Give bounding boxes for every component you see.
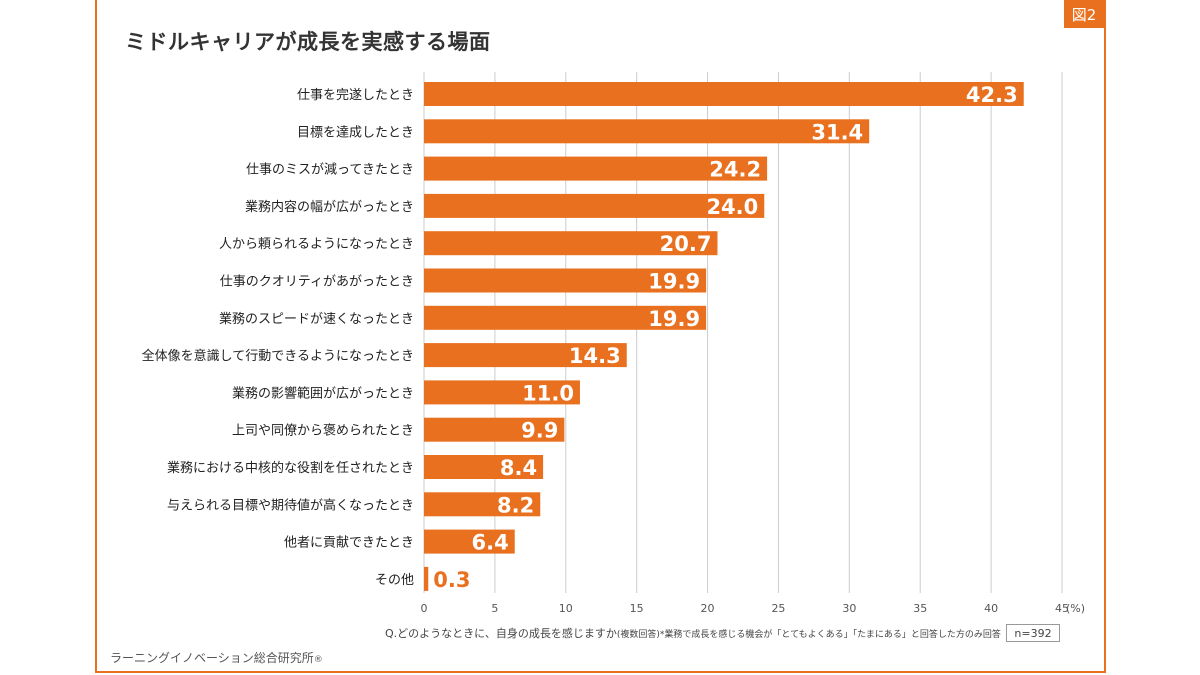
x-tick-label: 0 bbox=[421, 602, 428, 615]
value-label: 9.9 bbox=[521, 419, 558, 443]
category-label: 与えられる目標や期待値が高くなったとき bbox=[167, 497, 414, 513]
note-condition: *業務で成長を感じる機会が「とてもよくある」「たまにある」と回答した方のみ回答 bbox=[659, 630, 1001, 640]
x-unit-label: (%) bbox=[1066, 602, 1085, 615]
x-tick-label: 20 bbox=[701, 602, 715, 615]
bar bbox=[424, 119, 870, 144]
category-label: 業務のスピードが速くなったとき bbox=[219, 311, 414, 327]
bar bbox=[424, 492, 541, 517]
category-label: 仕事を完遂したとき bbox=[297, 88, 414, 103]
bar bbox=[424, 380, 580, 405]
note-paren: (複数回答) bbox=[616, 630, 660, 640]
bar bbox=[424, 417, 565, 442]
bar bbox=[424, 455, 544, 479]
category-label: その他 bbox=[375, 573, 414, 588]
category-label: 業務における中核的な役割を任されたとき bbox=[167, 460, 414, 476]
value-label: 8.4 bbox=[500, 456, 537, 480]
category-label: 他者に貢献できたとき bbox=[284, 536, 414, 551]
value-label: 24.2 bbox=[709, 158, 761, 182]
source-name: ラーニングイノベーション総合研究所 bbox=[110, 651, 314, 665]
bar bbox=[424, 305, 707, 330]
bar bbox=[424, 529, 515, 554]
bar bbox=[424, 268, 707, 293]
value-label: 42.3 bbox=[966, 83, 1018, 107]
x-tick-label: 45 bbox=[1055, 602, 1069, 615]
bar bbox=[424, 82, 1024, 106]
source-credit: ラーニングイノベーション総合研究所® bbox=[110, 649, 323, 666]
category-label: 全体像を意識して行動できるようになったとき bbox=[142, 348, 414, 364]
sample-size-box: n=392 bbox=[1006, 624, 1060, 642]
category-label: 上司や同僚から褒められたとき bbox=[232, 424, 414, 439]
x-tick-label: 40 bbox=[984, 602, 998, 615]
category-label: 業務の影響範囲が広がったとき bbox=[232, 385, 414, 401]
source-registered-mark: ® bbox=[313, 655, 323, 665]
x-tick-label: 25 bbox=[771, 602, 785, 615]
chart-title: ミドルキャリアが成長を実感する場面 bbox=[125, 30, 491, 54]
bar bbox=[424, 193, 765, 218]
value-label: 19.9 bbox=[648, 307, 700, 331]
value-label: 31.4 bbox=[811, 120, 863, 144]
category-label: 人から頼られるようになったとき bbox=[219, 237, 414, 252]
value-label: 24.0 bbox=[706, 195, 758, 219]
figure-frame: 図2 bbox=[95, 0, 1106, 673]
bar bbox=[424, 231, 718, 256]
figure-badge: 図2 bbox=[1064, 0, 1104, 28]
value-label: 20.7 bbox=[660, 232, 712, 256]
value-label: 8.2 bbox=[497, 493, 534, 517]
value-label: 11.0 bbox=[522, 381, 574, 405]
note-question: Q.どのようなときに、自身の成長を感じますか bbox=[385, 627, 617, 640]
x-tick-label: 10 bbox=[559, 602, 573, 615]
value-label: 6.4 bbox=[472, 531, 509, 555]
x-tick-label: 5 bbox=[491, 602, 498, 615]
category-label: 仕事のミスが減ってきたとき bbox=[246, 162, 414, 178]
x-tick-label: 35 bbox=[913, 602, 927, 615]
category-label: 目標を達成したとき bbox=[297, 125, 414, 140]
value-label: 19.9 bbox=[648, 270, 700, 294]
bar bbox=[424, 566, 429, 591]
bar bbox=[424, 343, 627, 368]
category-label: 業務内容の幅が広がったとき bbox=[245, 199, 414, 215]
survey-note: Q.どのようなときに、自身の成長を感じますか(複数回答)*業務で成長を感じる機会… bbox=[385, 625, 1001, 641]
value-label: 0.3 bbox=[433, 568, 470, 592]
category-label: 仕事のクオリティがあがったとき bbox=[220, 275, 414, 290]
x-tick-label: 15 bbox=[630, 602, 644, 615]
bar bbox=[424, 156, 768, 181]
value-label: 14.3 bbox=[569, 344, 621, 368]
x-tick-label: 30 bbox=[842, 602, 856, 615]
